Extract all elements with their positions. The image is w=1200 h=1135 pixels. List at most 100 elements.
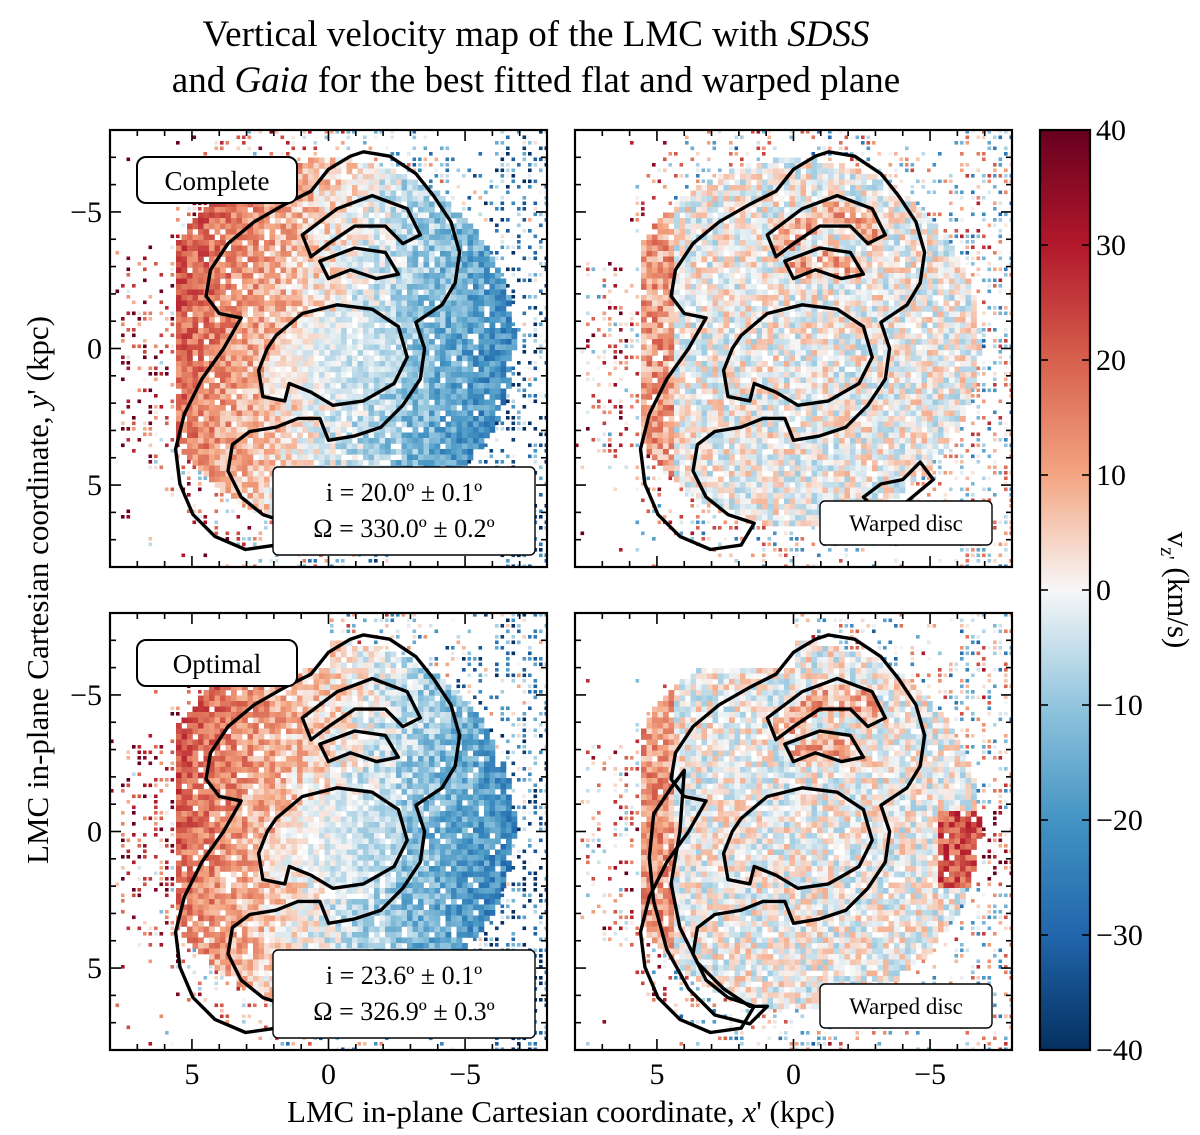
- velocity-pixel: [374, 190, 380, 197]
- velocity-pixel: [899, 163, 904, 167]
- velocity-pixel: [412, 333, 419, 340]
- velocity-pixel: [286, 267, 292, 274]
- velocity-pixel: [456, 344, 463, 351]
- velocity-pixel: [236, 449, 243, 455]
- velocity-pixel: [445, 190, 450, 195]
- velocity-pixel: [385, 174, 391, 180]
- velocity-pixel: [280, 361, 287, 367]
- velocity-pixel: [473, 443, 479, 450]
- velocity-pixel: [756, 245, 763, 252]
- velocity-pixel: [407, 196, 413, 202]
- velocity-pixel: [734, 201, 741, 208]
- velocity-pixel: [390, 185, 397, 191]
- velocity-pixel: [539, 542, 543, 547]
- velocity-pixel: [473, 317, 479, 323]
- velocity-pixel: [401, 388, 408, 395]
- velocity-pixel: [363, 454, 369, 461]
- velocity-pixel: [811, 168, 818, 175]
- velocity-pixel: [533, 212, 538, 217]
- velocity-pixel: [401, 405, 408, 411]
- velocity-pixel: [478, 295, 485, 301]
- velocity-pixel: [214, 454, 221, 461]
- velocity-pixel: [718, 185, 724, 191]
- velocity-pixel: [418, 438, 424, 444]
- velocity-pixel: [346, 273, 353, 279]
- velocity-pixel: [927, 234, 933, 241]
- velocity-pixel: [341, 179, 347, 186]
- velocity-pixel: [313, 245, 320, 252]
- velocity-pixel: [385, 405, 391, 411]
- velocity-pixel: [341, 322, 347, 329]
- velocity-pixel: [319, 267, 325, 274]
- velocity-pixel: [712, 174, 717, 178]
- velocity-pixel: [335, 295, 342, 301]
- velocity-pixel: [308, 300, 314, 307]
- velocity-pixel: [696, 163, 700, 167]
- velocity-pixel: [225, 383, 232, 389]
- velocity-pixel: [679, 196, 686, 202]
- velocity-pixel: [291, 410, 298, 417]
- velocity-pixel: [528, 174, 532, 178]
- velocity-pixel: [253, 372, 259, 378]
- velocity-pixel: [379, 168, 386, 175]
- velocity-pixel: [264, 361, 270, 367]
- velocity-pixel: [696, 201, 702, 208]
- velocity-pixel: [247, 493, 254, 499]
- velocity-pixel: [899, 218, 906, 224]
- velocity-pixel: [203, 553, 208, 558]
- velocity-pixel: [286, 361, 292, 367]
- velocity-pixel: [828, 234, 834, 241]
- velocity-pixel: [341, 559, 345, 563]
- velocity-pixel: [451, 245, 457, 252]
- velocity-pixel: [209, 218, 215, 224]
- velocity-pixel: [440, 460, 446, 466]
- velocity-pixel: [434, 278, 441, 285]
- velocity-pixel: [220, 449, 226, 455]
- velocity-pixel: [319, 383, 325, 389]
- velocity-pixel: [374, 559, 378, 563]
- velocity-pixel: [965, 229, 970, 233]
- velocity-pixel: [987, 190, 992, 195]
- velocity-pixel: [247, 482, 254, 488]
- velocity-pixel: [850, 240, 856, 246]
- velocity-pixel: [209, 223, 215, 230]
- velocity-pixel: [932, 190, 937, 195]
- velocity-pixel: [495, 278, 501, 285]
- velocity-pixel: [467, 432, 474, 439]
- velocity-pixel: [269, 311, 276, 318]
- velocity-pixel: [236, 207, 243, 213]
- velocity-pixel: [795, 229, 801, 235]
- velocity-pixel: [462, 267, 468, 274]
- velocity-pixel: [872, 207, 878, 213]
- velocity-pixel: [330, 289, 336, 296]
- velocity-pixel: [165, 421, 169, 426]
- velocity-pixel: [407, 410, 413, 417]
- velocity-pixel: [839, 234, 845, 241]
- velocity-pixel: [330, 432, 336, 439]
- velocity-pixel: [297, 207, 303, 213]
- velocity-pixel: [242, 487, 248, 494]
- velocity-pixel: [154, 355, 158, 360]
- velocity-pixel: [225, 278, 232, 285]
- velocity-pixel: [286, 421, 292, 428]
- velocity-pixel: [198, 427, 204, 433]
- velocity-pixel: [231, 240, 237, 246]
- velocity-pixel: [451, 438, 457, 444]
- velocity-pixel: [407, 273, 413, 279]
- velocity-pixel: [467, 438, 474, 444]
- velocity-pixel: [313, 273, 320, 279]
- velocity-pixel: [811, 251, 818, 257]
- velocity-pixel: [357, 372, 364, 378]
- velocity-pixel: [357, 289, 364, 296]
- velocity-pixel: [330, 361, 336, 367]
- velocity-pixel: [927, 190, 931, 195]
- velocity-pixel: [247, 416, 254, 422]
- velocity-pixel: [396, 306, 402, 312]
- velocity-pixel: [795, 179, 801, 186]
- velocity-pixel: [696, 190, 702, 197]
- velocity-pixel: [341, 564, 345, 567]
- velocity-pixel: [407, 262, 413, 268]
- velocity-pixel: [861, 179, 867, 186]
- velocity-pixel: [641, 207, 645, 211]
- velocity-pixel: [225, 361, 232, 367]
